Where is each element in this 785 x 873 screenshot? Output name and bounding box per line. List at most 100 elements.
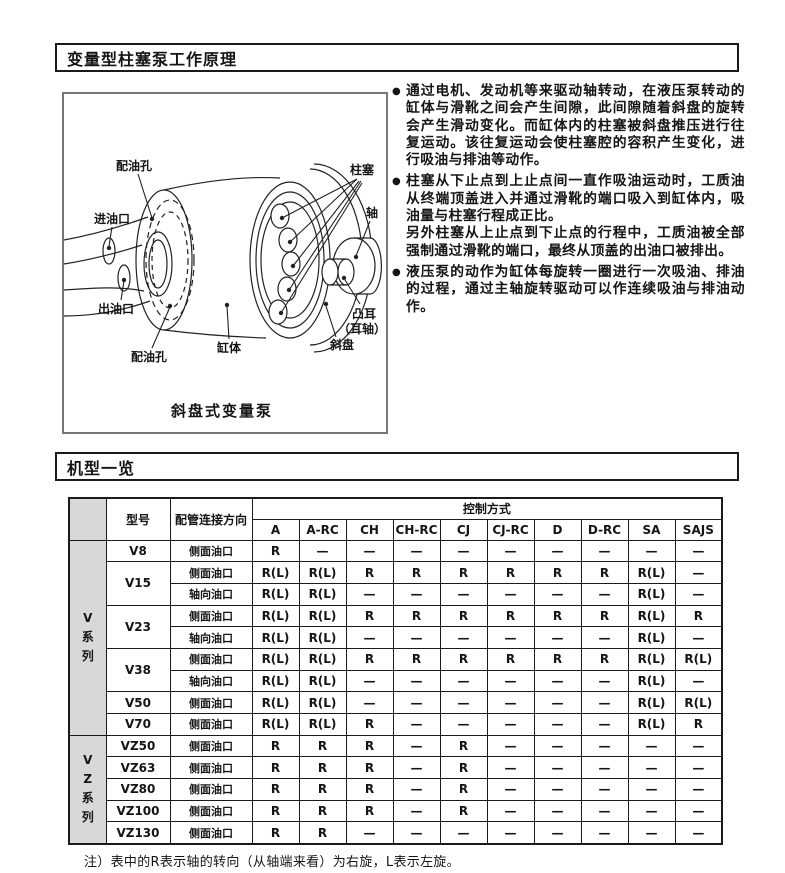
value-cell: R (251, 821, 300, 845)
label-swash-plate: 斜盘 (329, 337, 354, 352)
value-cell: — (439, 713, 488, 736)
table-row: V15 侧面油口 R(L) R(L) R R R R R R R(L) — (69, 561, 723, 606)
value-cell: R(L) (298, 713, 347, 736)
value-cell: R(L) (251, 582, 300, 606)
value-cell: — (486, 669, 535, 693)
table-footnote: 注）表中的R表示轴的转向（从轴端来看）为右旋，L表示左旋。 (84, 855, 460, 870)
model-cell: VZ50 (105, 734, 171, 758)
value-cell: R(L) (298, 691, 347, 714)
value-cell: — (486, 734, 535, 758)
table-row: VZ80 侧面油口 R R R — R — — — — — (69, 778, 723, 801)
table-row: 轴向油口 R(L) R(L) — — — — — — R(L) — (69, 582, 723, 606)
value-cell: — (439, 626, 488, 649)
value-cell: — (392, 539, 441, 563)
value-cell: — (439, 691, 488, 714)
label-lug: 凸耳 (352, 307, 376, 321)
model-overview-table: 型号 配管连接方向 控制方式 A A-RC CH CH-RC CJ CJ-RC D D-RC S… (68, 497, 724, 845)
bullet-item: ● 通过电机、发动机等来驱动轴转动，在液压泵转动的缸体与滑靴之间会产生间隙，此间… (392, 83, 745, 169)
series-header-cell (68, 497, 107, 541)
principle-text: ● 通过电机、发动机等来驱动轴转动，在液压泵转动的缸体与滑靴之间会产生间隙，此间… (392, 83, 745, 320)
value-cell: R(L) (627, 669, 676, 693)
value-cell: — (486, 799, 535, 823)
value-cell: — (674, 799, 723, 823)
piping-cell: 轴向油口 (169, 669, 253, 693)
value-cell: — (392, 734, 441, 758)
value-cell: — (392, 778, 441, 801)
value-cell: R(L) (298, 604, 347, 628)
value-cell: R (251, 539, 300, 563)
value-cell: — (533, 799, 582, 823)
piping-cell: 侧面油口 (169, 821, 253, 845)
value-cell: — (486, 756, 535, 780)
value-cell: — (627, 756, 676, 780)
value-cell: R (251, 734, 300, 758)
value-cell: — (580, 734, 629, 758)
value-cell: R (533, 604, 582, 628)
piping-header: 配管连接方向 (169, 497, 253, 541)
value-cell: — (439, 821, 488, 845)
table-row: V23 侧面油口 R(L) R(L) R R R R R R R(L) R (69, 604, 723, 649)
piping-cell: 侧面油口 (169, 539, 253, 563)
value-cell: R(L) (627, 713, 676, 736)
piping-cell: 侧面油口 (169, 561, 253, 584)
value-cell: — (674, 669, 723, 693)
control-col-header: A-RC (298, 518, 347, 541)
value-cell: R (392, 561, 441, 584)
value-cell: — (627, 821, 676, 845)
control-col-header: D (533, 518, 582, 541)
label-port-hole-top: 配油孔 (116, 158, 152, 173)
value-cell: R (298, 778, 347, 801)
table-row: VZ63 侧面油口 R R R — R — — — — — (69, 756, 723, 780)
value-cell: — (486, 582, 535, 606)
value-cell: — (533, 756, 582, 780)
value-cell: R (439, 561, 488, 584)
value-cell: — (345, 582, 394, 606)
section2-title: 机型一览 (67, 458, 136, 478)
bullet-icon: ● (392, 86, 401, 97)
value-cell: R(L) (627, 604, 676, 628)
value-cell: R (345, 799, 394, 823)
model-cell: VZ100 (105, 799, 171, 823)
value-cell: — (392, 669, 441, 693)
value-cell: — (345, 626, 394, 649)
value-cell: R(L) (298, 647, 347, 671)
section2-title-bar: 机型一览 (55, 452, 739, 481)
value-cell: R (580, 561, 629, 584)
value-cell: — (345, 691, 394, 714)
value-cell: — (486, 778, 535, 801)
value-cell: R (533, 647, 582, 671)
model-cell: VZ80 (105, 778, 171, 801)
control-col-header: SAJS (674, 518, 723, 541)
value-cell: R(L) (251, 561, 300, 584)
model-cell: VZ130 (105, 821, 171, 845)
value-cell: — (627, 734, 676, 758)
value-cell: R(L) (627, 647, 676, 671)
bullet-icon: ● (392, 176, 401, 188)
value-cell: R(L) (298, 561, 347, 584)
value-cell: — (392, 821, 441, 845)
piping-cell: 侧面油口 (169, 799, 253, 823)
value-cell: R (533, 561, 582, 584)
control-col-header: CH (345, 518, 394, 541)
value-cell: R (251, 756, 300, 780)
value-cell: — (627, 539, 676, 563)
table-header-row-1: 型号 配管连接方向 控制方式 (68, 497, 723, 541)
value-cell: — (674, 561, 723, 584)
value-cell: R(L) (627, 626, 676, 649)
value-cell: R(L) (674, 647, 723, 671)
value-cell: R (345, 561, 394, 584)
label-piston: 柱塞 (350, 162, 375, 177)
control-col-header: D-RC (580, 518, 629, 541)
control-col-header: CJ (439, 518, 488, 541)
value-cell: — (580, 799, 629, 823)
value-cell: — (580, 539, 629, 563)
model-table-body: V 系 列 V8 侧面油口 R — — — — — — — — — V15 侧面油口 R(L) R(L) R R R R… (68, 539, 723, 845)
piping-cell: 侧面油口 (169, 647, 253, 671)
model-cell: V38 (105, 647, 171, 693)
control-col-header: A (251, 518, 300, 541)
control-header: 控制方式 (251, 497, 723, 520)
value-cell: R (580, 604, 629, 628)
value-cell: R (392, 647, 441, 671)
value-cell: — (674, 821, 723, 845)
value-cell: — (345, 669, 394, 693)
